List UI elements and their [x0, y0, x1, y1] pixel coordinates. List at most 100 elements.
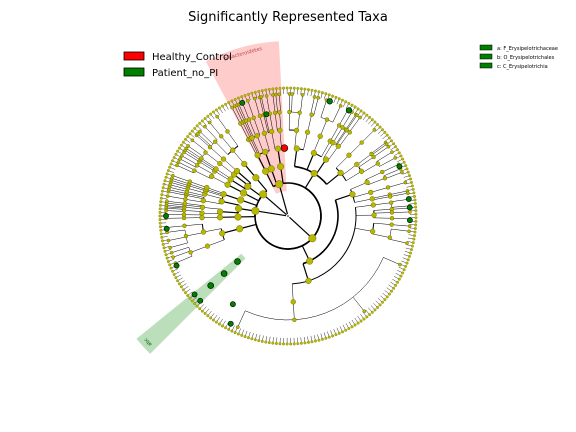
- taxon-node: [236, 225, 244, 233]
- branch-line: [321, 140, 331, 157]
- branch-line: [170, 242, 188, 248]
- branch-line: [300, 94, 303, 113]
- branch-line: [279, 94, 281, 113]
- taxon-node: [310, 169, 318, 177]
- taxon-node: [403, 180, 408, 185]
- branch-line: [391, 228, 410, 232]
- branch-line: [365, 171, 383, 180]
- leaf-node: [195, 124, 199, 128]
- taxon-node: [183, 233, 189, 239]
- branch-line: [199, 161, 215, 172]
- taxon-node: [220, 191, 227, 198]
- branch-line: [189, 183, 207, 190]
- key-label-b: b: O_Erysipelotrichales: [497, 55, 555, 61]
- branch-line: [332, 105, 341, 123]
- significant-node-patient-no-pi: [239, 99, 246, 106]
- branch-line: [335, 155, 350, 169]
- taxon-node: [405, 191, 410, 196]
- leaf-node: [299, 87, 303, 91]
- leaf-node: [230, 329, 234, 333]
- leaf-node: [179, 285, 183, 289]
- leaf-node: [412, 237, 416, 241]
- leaf-node: [168, 263, 172, 267]
- branch-line: [200, 159, 216, 170]
- leaf-node: [236, 96, 240, 100]
- key-swatch-b: [479, 53, 493, 60]
- leaf-node: [303, 87, 307, 91]
- taxon-node: [217, 160, 223, 167]
- leaf-node: [394, 145, 398, 149]
- leaf-node: [370, 118, 374, 122]
- leaf-node: [264, 88, 268, 92]
- branch-line: [259, 97, 265, 115]
- branch-line: [166, 200, 185, 204]
- leaf-node: [162, 246, 166, 250]
- leaf-node: [159, 232, 163, 236]
- taxon-node: [389, 216, 395, 221]
- taxon-node: [200, 229, 207, 235]
- leaf-node: [381, 300, 384, 304]
- significant-node-patient-no-pi: [326, 98, 333, 105]
- branch-line: [390, 199, 409, 202]
- branch-line: [275, 94, 278, 113]
- leaf-node: [359, 319, 363, 323]
- leaf-node: [217, 322, 221, 326]
- taxon-node: [292, 317, 297, 323]
- branch-line: [352, 297, 365, 312]
- leaf-node: [356, 321, 360, 325]
- branch-line: [168, 191, 187, 196]
- leaf-node: [368, 115, 372, 119]
- taxon-node: [389, 222, 394, 227]
- leaf-node: [331, 94, 335, 98]
- leaf-node: [171, 269, 175, 273]
- branch-line: [330, 125, 340, 142]
- taxon-node: [217, 208, 224, 215]
- branch-line: [196, 135, 211, 148]
- branch-line: [167, 195, 186, 200]
- leaf-node: [165, 256, 169, 260]
- branch-line: [382, 164, 399, 173]
- leaf-node: [383, 298, 387, 302]
- branch-line: [289, 216, 313, 239]
- leaf-node: [414, 216, 418, 220]
- branch-line: [166, 207, 185, 210]
- leaf-node: [161, 242, 165, 246]
- taxon-node: [252, 174, 260, 182]
- leaf-node: [240, 95, 244, 99]
- branch-line: [356, 153, 372, 165]
- taxon-node: [310, 150, 317, 157]
- leaf-node: [209, 112, 213, 116]
- taxon-node: [382, 176, 388, 181]
- branch-line: [204, 126, 218, 141]
- taxon-node: [407, 224, 412, 228]
- leaf-node: [353, 105, 357, 109]
- taxon-node: [246, 117, 252, 122]
- significant-node-patient-no-pi: [396, 163, 403, 170]
- leaf-node: [174, 276, 178, 280]
- taxon-node: [183, 197, 188, 202]
- leaf-node: [341, 330, 344, 334]
- leaf-node: [413, 230, 417, 234]
- taxon-node: [305, 277, 312, 284]
- branch-line: [248, 139, 258, 156]
- leaf-node: [310, 340, 314, 344]
- branch-line: [166, 225, 185, 228]
- leaf-node: [413, 198, 417, 202]
- branch-line: [272, 94, 276, 113]
- leaf-node: [414, 205, 418, 209]
- branch-line: [234, 106, 243, 123]
- leaf-node: [267, 87, 271, 91]
- branch-line: [168, 189, 187, 194]
- taxon-node: [224, 181, 231, 188]
- leaf-node: [221, 104, 224, 108]
- leaf-node: [190, 299, 194, 303]
- leaf-node: [292, 342, 296, 346]
- leaf-node: [246, 92, 250, 96]
- branch-line: [250, 138, 259, 155]
- leaf-node: [163, 179, 167, 183]
- branch-line: [355, 204, 374, 208]
- taxon-node: [249, 135, 255, 141]
- leaf-node: [233, 331, 237, 335]
- branch-line: [181, 155, 198, 165]
- taxon-node: [358, 115, 362, 120]
